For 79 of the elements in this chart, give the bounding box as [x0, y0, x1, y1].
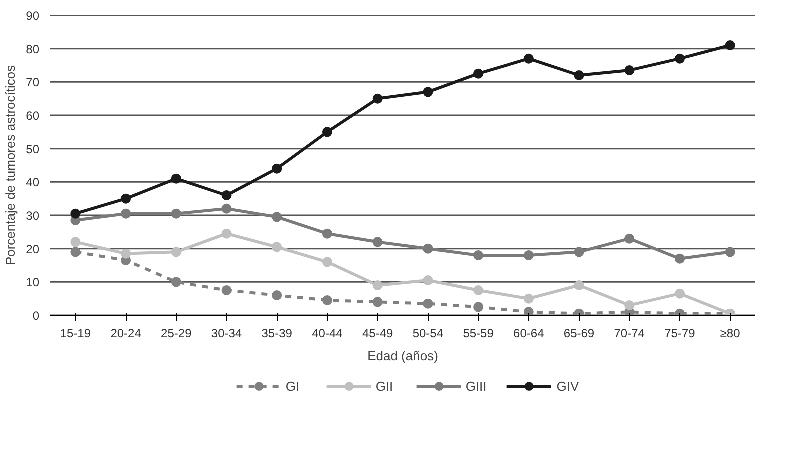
point: [70, 247, 81, 258]
point: [624, 234, 635, 244]
x-tick-label: 45-49: [362, 326, 394, 340]
point: [474, 302, 484, 312]
x-tick-label: 60-64: [514, 326, 545, 340]
point: [121, 208, 132, 219]
point: [524, 54, 534, 64]
point: [372, 297, 383, 308]
x-tick-label: 25-29: [161, 326, 192, 340]
point: [272, 242, 282, 252]
point: [674, 288, 685, 299]
y-tick-label: 0: [32, 309, 40, 323]
legend-label: GIV: [556, 378, 580, 394]
x-tick-label: 55-59: [463, 326, 494, 340]
x-axis-title: Edad (años): [368, 348, 438, 364]
point: [222, 190, 232, 200]
point: [272, 212, 282, 222]
y-axis-title: Porcentaje de tumores astrocíticos: [3, 64, 18, 266]
point: [222, 228, 232, 239]
point: [70, 208, 81, 219]
point: [171, 208, 182, 219]
point: [171, 247, 182, 258]
legend-label: GI: [286, 378, 301, 394]
point: [474, 286, 484, 296]
point: [171, 277, 182, 288]
point: [272, 164, 282, 174]
x-tick-label: 15-19: [60, 326, 92, 340]
point: [121, 248, 132, 259]
x-tick-label: 20-24: [110, 326, 142, 340]
x-tick-label: 35-39: [262, 326, 293, 340]
point: [674, 54, 685, 64]
y-tick-label: 20: [26, 242, 40, 256]
point: [474, 68, 484, 79]
point: [70, 237, 81, 248]
y-tick-label: 70: [26, 76, 40, 90]
y-tick-label: 30: [26, 209, 40, 223]
point: [574, 247, 584, 258]
y-tick-label: 40: [26, 176, 40, 190]
point: [574, 280, 584, 290]
point: [222, 204, 232, 214]
point: [524, 294, 534, 304]
point: [322, 257, 332, 268]
y-tick-label: 60: [26, 109, 40, 123]
point: [524, 250, 534, 260]
point: [725, 247, 736, 258]
x-tick-label: 65-69: [564, 326, 595, 340]
point: [121, 194, 132, 204]
point: [372, 280, 383, 290]
point: [423, 276, 434, 286]
point: [222, 286, 232, 296]
legend-label: GIII: [466, 378, 487, 394]
point: [423, 244, 434, 254]
point: [474, 250, 484, 260]
point: [272, 290, 282, 300]
point: [624, 66, 635, 76]
y-tick-label: 10: [26, 276, 40, 290]
x-tick-label: 30-34: [211, 326, 242, 340]
y-tick-label: 90: [26, 9, 40, 23]
y-tick-label: 80: [26, 42, 40, 56]
point: [322, 296, 332, 306]
x-tick-label: ≥80: [720, 326, 741, 340]
x-tick-label: 40-44: [312, 326, 344, 340]
point: [423, 298, 434, 309]
point: [322, 127, 332, 138]
point: [322, 228, 332, 239]
legend-label: GII: [376, 378, 394, 394]
point: [171, 174, 182, 184]
point: [423, 87, 434, 98]
point: [624, 300, 635, 310]
point: [574, 70, 584, 80]
x-tick-label: 50-54: [412, 326, 444, 340]
point: [725, 40, 736, 50]
point: [524, 307, 534, 316]
y-tick-label: 50: [26, 142, 40, 156]
point: [372, 237, 383, 248]
x-tick-label: 70-74: [614, 326, 646, 340]
point: [372, 94, 383, 104]
point: [674, 254, 685, 264]
x-tick-label: 75-79: [664, 326, 696, 340]
